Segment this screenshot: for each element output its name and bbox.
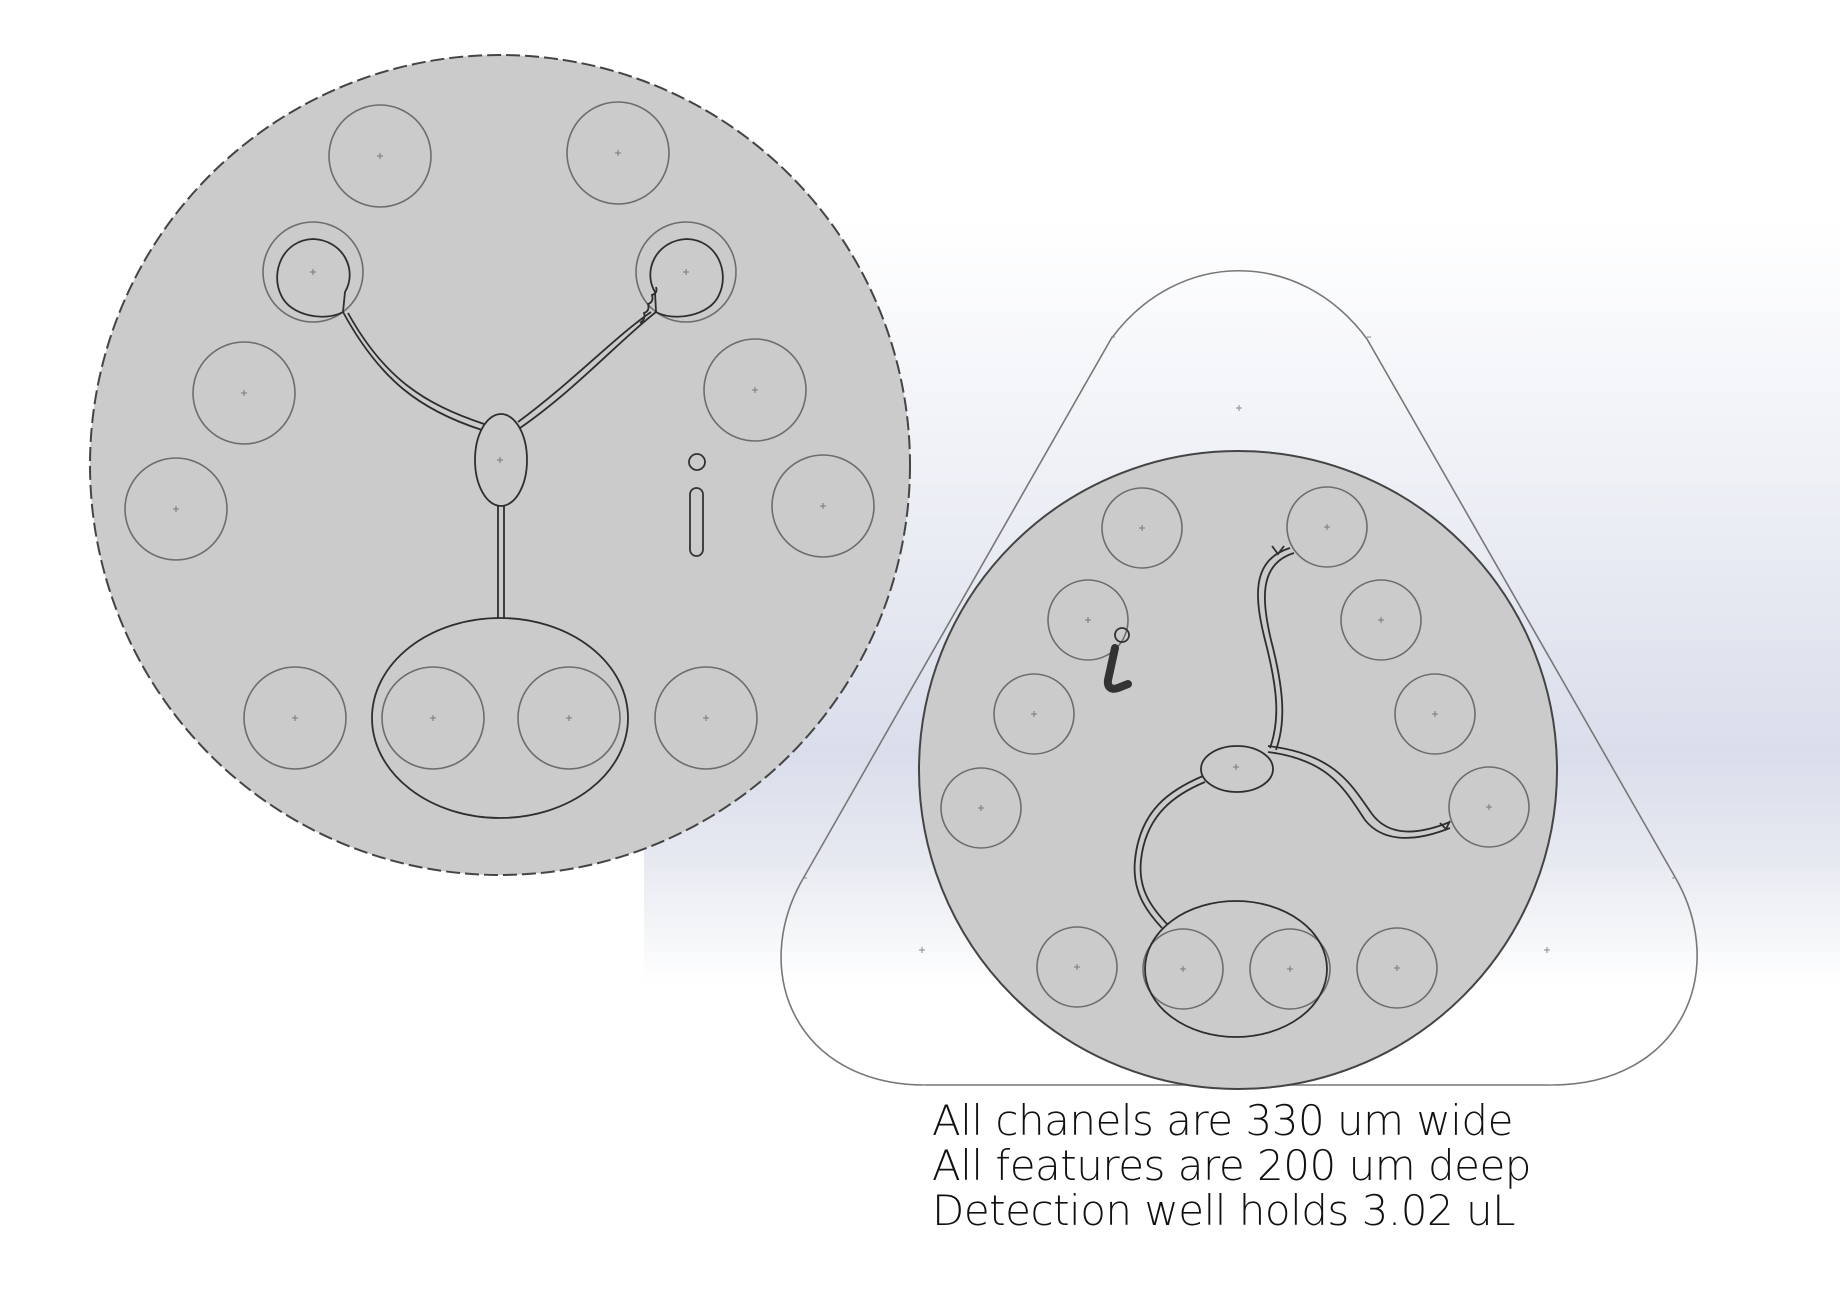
channel-side-inner: [1267, 745, 1451, 833]
channel-top: [1257, 547, 1291, 749]
info-i-glyph: [688, 453, 706, 557]
channel-left: [342, 311, 483, 431]
well: [940, 767, 1022, 849]
left-disk-body: [89, 54, 911, 876]
inlet-well-left: [262, 221, 364, 323]
left-disk-center-marks: [173, 150, 826, 721]
mixing-chamber: [474, 413, 528, 507]
detection-well: [1144, 900, 1328, 1038]
well: [1394, 673, 1476, 755]
channel-to-detection-inner: [1139, 781, 1206, 925]
inlet-well-right: [635, 221, 737, 323]
channel-side: [1267, 751, 1451, 839]
note-channel-width: All chanels are 330 um wide: [932, 1096, 1513, 1145]
inlet-teardrop-right: [649, 238, 724, 318]
well: [124, 457, 228, 561]
well: [517, 666, 621, 770]
info-i-glyph: [1103, 627, 1132, 693]
well: [328, 104, 432, 208]
right-disk-body: [918, 450, 1558, 1090]
right-disk-center-marks: [978, 524, 1492, 972]
serpentine-resistor: [639, 286, 658, 324]
triangular-holder-outline: [780, 270, 1698, 1086]
well: [192, 341, 296, 445]
well: [654, 666, 758, 770]
design-notes: All chanels are 330 um wide All features…: [932, 1098, 1692, 1233]
channel-right: [519, 311, 657, 429]
detection-well: [371, 617, 629, 819]
channel-top-inner: [1263, 552, 1295, 751]
right-disk-channels: [1133, 545, 1451, 1038]
left-disk-wells: [124, 101, 875, 770]
well: [566, 101, 670, 205]
right-assembly: [780, 270, 1698, 1090]
well: [1356, 927, 1438, 1009]
left-disk: [89, 54, 911, 876]
well: [1448, 766, 1530, 848]
mixing-chamber: [1200, 745, 1274, 793]
channel-to-detection: [1133, 775, 1204, 929]
well: [381, 666, 485, 770]
left-disk-channels: [276, 238, 724, 819]
well: [1340, 579, 1422, 661]
channel-right-inner: [517, 311, 652, 423]
well: [1142, 928, 1224, 1010]
channel-to-detection: [497, 506, 505, 618]
well: [771, 454, 875, 558]
well: [993, 673, 1075, 755]
well: [1036, 926, 1118, 1008]
inlet-teardrop-left: [276, 238, 351, 318]
well: [243, 666, 347, 770]
well: [1047, 579, 1129, 661]
well: [1101, 487, 1183, 569]
channel-left-inner: [347, 312, 485, 425]
well: [703, 338, 807, 442]
note-detection-volume: Detection well holds 3.02 uL: [932, 1186, 1516, 1235]
valve-mark: [1271, 545, 1451, 831]
holder-reference-marks: [803, 336, 1676, 1086]
note-feature-depth: All features are 200 um deep: [932, 1141, 1531, 1190]
right-disk-wells: [940, 486, 1530, 1010]
well: [1286, 486, 1368, 568]
well: [1249, 928, 1331, 1010]
